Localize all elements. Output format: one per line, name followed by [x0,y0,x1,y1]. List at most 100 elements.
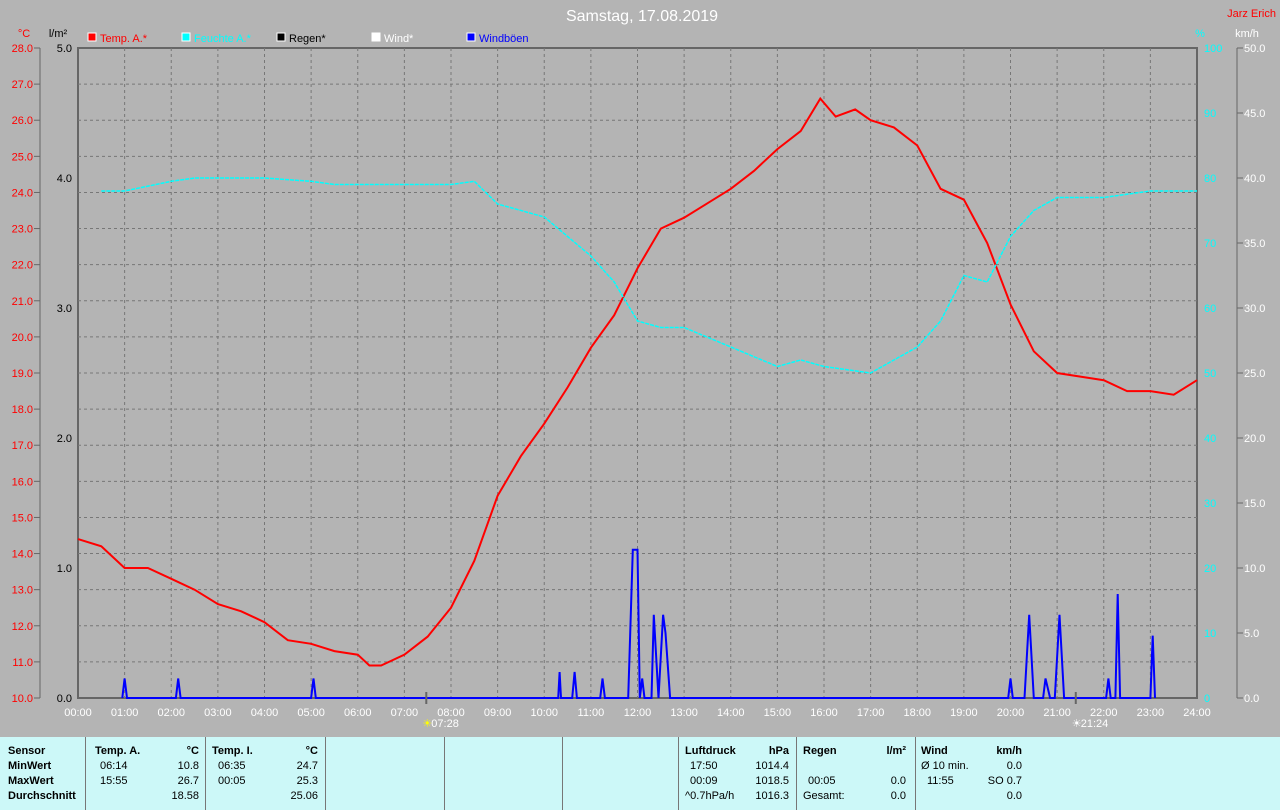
temp-tick-label: 13.0 [12,585,33,597]
panel-cell: 00:09 [690,775,718,787]
humidity-tick-label: 20 [1204,563,1216,575]
panel-cell: 1014.4 [755,760,789,772]
x-tick-label: 04:00 [251,707,279,719]
temp-tick-label: 28.0 [12,43,33,55]
panel-cell: 0.0 [890,790,906,802]
wind-tick-label: 40.0 [1244,173,1265,185]
panel-cell: ^0.7hPa/h [685,790,735,802]
temp-tick-label: 24.0 [12,187,33,199]
temp-tick-label: 17.0 [12,440,33,452]
legend-label: Wind* [384,33,414,45]
humidity-tick-label: 30 [1204,498,1216,510]
panel-cell: 18.58 [171,790,199,802]
series-windben [121,548,1156,699]
legend-label: Windböen [479,33,529,45]
temp-tick-label: 21.0 [12,296,33,308]
x-tick-label: 20:00 [997,707,1025,719]
x-tick-label: 14:00 [717,707,745,719]
axes: °C l/m²% km/h 10.0 11.0 12.0 13.0 14.0 15.0 16.0 1… [12,28,1266,719]
panel-cell: km/h [996,745,1022,757]
series [77,96,1198,699]
temp-tick-label: 15.0 [12,512,33,524]
temp-tick-label: 11.0 [12,657,33,669]
wind-axis-unit: km/h [1235,28,1259,40]
temp-tick-label: 27.0 [12,79,33,91]
panel-cell: 00:05 [218,775,246,787]
humidity-tick-label: 100 [1204,43,1222,55]
temp-tick-label: 22.0 [12,260,33,272]
wind-tick-label: 25.0 [1244,368,1265,380]
x-tick-label: 03:00 [204,707,232,719]
sunrise-icon: ☀ [422,718,432,730]
humidity-tick-label: 50 [1204,368,1216,380]
x-tick-label: 02:00 [157,707,185,719]
panel-cell: 0.0 [890,775,906,787]
author-label: Jarz Erich [1227,8,1276,20]
x-tick-label: 13:00 [670,707,698,719]
temp-tick-label: 23.0 [12,224,33,236]
rain-tick-label: 5.0 [57,43,72,55]
rain-tick-label: 0.0 [57,693,72,705]
temp-axis-unit: °C [18,28,30,40]
x-tick-label: 06:00 [344,707,372,719]
panel-cell: 0.0 [1006,790,1022,802]
wind-tick-label: 35.0 [1244,238,1265,250]
humidity-tick-label: 0 [1204,693,1210,705]
legend-label: Regen* [289,33,326,45]
humidity-tick-label: 10 [1204,628,1216,640]
sunset-label: 21:24 [1081,718,1109,730]
series-feuchtea [101,177,1197,374]
panel-cell: 15:55 [100,775,128,787]
humidity-tick-label: 80 [1204,173,1216,185]
wind-tick-label: 45.0 [1244,108,1265,120]
panel-cell: Luftdruck [685,745,736,757]
legend-swatch [466,32,476,42]
legend-swatch [371,32,381,42]
rain-tick-label: 3.0 [57,303,72,315]
panel-cell: 25.3 [296,775,318,787]
temp-tick-label: 18.0 [12,404,33,416]
panel-cell: SO 0.7 [987,775,1022,787]
x-tick-label: 23:00 [1137,707,1165,719]
x-tick-label: 24:00 [1183,707,1211,719]
x-tick-label: 12:00 [624,707,652,719]
wind-tick-label: 5.0 [1244,628,1259,640]
panel-cell: 26.7 [177,775,199,787]
panel-cell: Gesamt: [803,790,845,802]
panel-cell: 06:35 [218,760,246,772]
rain-tick-label: 4.0 [57,173,72,185]
legend-swatch [87,32,97,42]
panel-cell: 10.8 [177,760,199,772]
panel-cell: 06:14 [100,760,128,772]
panel-cell: 00:05 [808,775,836,787]
panel-cell: Ø 10 min. [921,760,969,772]
temp-tick-label: 26.0 [12,115,33,127]
x-tick-label: 21:00 [1043,707,1071,719]
x-tick-label: 16:00 [810,707,838,719]
panel-cell: 25.06 [290,790,318,802]
panel-cell: Regen [803,745,837,757]
statistics-panel: Sensor MinWert MaxWert Durchschnitt Temp. A.… [0,737,1280,810]
temp-tick-label: 14.0 [12,549,33,561]
humidity-tick-label: 60 [1204,303,1216,315]
panel-cell: Sensor [8,745,46,757]
x-tick-label: 10:00 [530,707,558,719]
sunrise-label: 07:28 [431,718,459,730]
legend-swatch [276,32,286,42]
annotations: ☀ 07:28 ☀ 21:24 [422,692,1108,730]
panel-cell: 17:50 [690,760,718,772]
wind-tick-label: 0.0 [1244,693,1259,705]
panel-cell: °C [186,745,199,757]
x-tick-label: 08:00 [437,707,465,719]
sunset-icon: ☀ [1072,718,1082,730]
legend-swatch [181,32,191,42]
panel-cell: Durchschnitt [8,790,76,802]
panel-cell: hPa [768,745,789,757]
panel-cell: °C [305,745,318,757]
humidity-tick-label: 90 [1204,108,1216,120]
rain-tick-label: 2.0 [57,433,72,445]
x-tick-label: 05:00 [297,707,325,719]
temp-tick-label: 19.0 [12,368,33,380]
panel-cell: Wind [921,745,948,757]
temp-tick-label: 10.0 [12,693,33,705]
